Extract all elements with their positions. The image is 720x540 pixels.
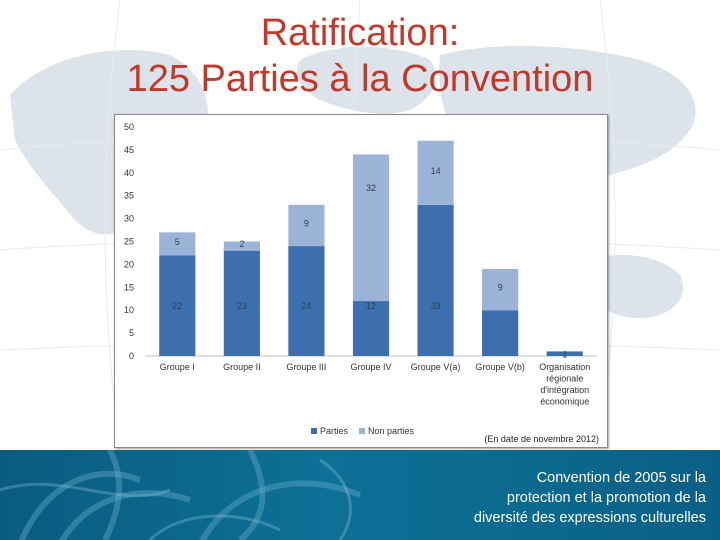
x-tick-label: économique (540, 397, 589, 407)
x-tick-label: Groupe III (286, 362, 326, 372)
data-label: 1 (562, 349, 567, 359)
x-tick-label: Groupe IV (350, 362, 391, 372)
x-tick-label: Organisation (539, 362, 590, 372)
y-tick-label: 15 (124, 282, 134, 292)
bar-parties (417, 204, 454, 356)
date-note: (En date de novembre 2012) (484, 434, 599, 444)
caption-line-2: protection et la promotion de la (506, 490, 706, 506)
data-label: 2 (239, 239, 244, 249)
data-label: 24 (301, 301, 311, 311)
y-tick-label: 45 (124, 145, 134, 155)
bar-parties (159, 255, 196, 356)
x-tick-label: régionale (546, 374, 583, 384)
bar-non-parties (352, 154, 390, 302)
data-label: 23 (237, 301, 247, 311)
chart-panel: 0 5 10 15 20 25 30 35 40 45 50 22 5 Groupe I 23 2 Groupe… (114, 114, 608, 448)
bar-parties (223, 250, 260, 356)
data-label: 14 (431, 166, 441, 176)
y-tick-label: 40 (124, 168, 134, 178)
title-line-2: 125 Parties à la Convention (126, 58, 594, 100)
footer-decoration (0, 450, 362, 540)
x-tick-label: Groupe I (160, 362, 195, 372)
legend-label-non-parties: Non parties (368, 426, 415, 436)
y-tick-label: 35 (124, 191, 134, 201)
data-label: 12 (366, 301, 376, 311)
y-tick-label: 0 (129, 351, 134, 361)
bar-non-parties (417, 140, 454, 205)
y-tick-label: 50 (124, 122, 134, 132)
data-label: 33 (431, 301, 441, 311)
y-tick-label: 5 (129, 328, 134, 338)
y-tick-label: 10 (124, 305, 134, 315)
data-label: 9 (498, 283, 503, 293)
footer-band: Convention de 2005 sur la protection et … (0, 450, 720, 540)
y-tick-label: 25 (124, 237, 134, 247)
data-label: 32 (366, 183, 376, 193)
bar-parties (482, 310, 519, 356)
bar-non-parties (223, 241, 260, 251)
y-tick-label: 20 (124, 259, 134, 269)
bar-non-parties (482, 268, 519, 311)
caption-line-1: Convention de 2005 sur la (536, 470, 706, 486)
bar-non-parties (159, 232, 196, 256)
x-tick-label: Groupe II (223, 362, 261, 372)
x-tick-label: Groupe V(a) (411, 362, 461, 372)
legend-swatch-parties (311, 428, 317, 434)
bar-non-parties (288, 204, 325, 247)
data-label: 5 (175, 237, 180, 247)
data-label: 22 (172, 301, 182, 311)
slide-title: Ratification: 125 Parties à la Conventio… (0, 10, 720, 102)
legend-swatch-non-parties (359, 428, 365, 434)
bar-parties (352, 301, 390, 356)
y-tick-label: 30 (124, 214, 134, 224)
convention-caption: Convention de 2005 sur la protection et … (474, 468, 706, 528)
title-line-1: Ratification: (260, 12, 460, 54)
caption-line-3: diversité des expressions culturelles (473, 510, 706, 526)
x-tick-label: Groupe V(b) (475, 362, 525, 372)
data-label: 9 (304, 218, 309, 228)
bar-parties (288, 246, 325, 356)
legend-label-parties: Parties (320, 426, 349, 436)
bar-parties (546, 351, 583, 356)
x-tick-label: d'intégration (540, 385, 589, 395)
